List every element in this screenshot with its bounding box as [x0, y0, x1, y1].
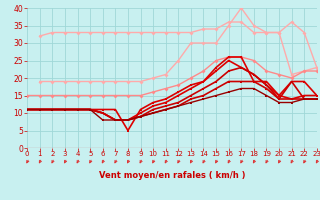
- X-axis label: Vent moyen/en rafales ( km/h ): Vent moyen/en rafales ( km/h ): [99, 171, 245, 180]
